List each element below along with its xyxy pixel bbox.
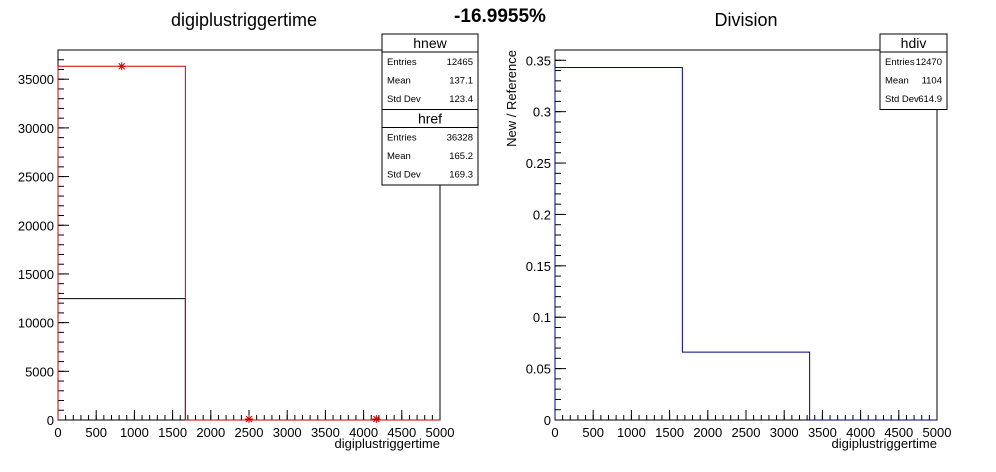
series-hnew <box>57 298 440 421</box>
x-tick-label: 3500 <box>808 425 837 440</box>
panel-title: Division <box>714 10 777 30</box>
x-tick-label: 2500 <box>732 425 761 440</box>
x-tick-label: 4000 <box>349 425 378 440</box>
right-panel: Division 0 500 1000 1500 2000 2500 3000 3500 4000… <box>504 10 951 451</box>
y-tick-label: 35000 <box>18 72 54 87</box>
y-tick-label: 20000 <box>18 218 54 233</box>
x-tick-label: 5000 <box>426 425 455 440</box>
series-hdiv <box>554 66 937 421</box>
y-tick-label: 0.2 <box>533 207 551 222</box>
y-tick-label: 0.1 <box>533 310 551 325</box>
stats-label: Std Dev <box>885 94 919 105</box>
stats-value: 137.1 <box>449 76 473 87</box>
x-tick-label: 1500 <box>158 425 187 440</box>
stats-label: Std Dev <box>387 170 421 181</box>
series-href-marker <box>245 415 253 423</box>
stats-label: Mean <box>885 76 909 87</box>
x-tick-label: 2000 <box>196 425 225 440</box>
stats-label: Std Dev <box>387 94 421 105</box>
stats-box-title: hnew <box>413 35 447 51</box>
stats-label: Entries <box>885 57 915 68</box>
y-tick-label: 0.35 <box>526 53 551 68</box>
stats-label: Mean <box>387 76 411 87</box>
x-tick-label: 4000 <box>846 425 875 440</box>
x-tick-label: 2000 <box>693 425 722 440</box>
stats-box-title: hdiv <box>901 35 927 51</box>
y-tick-label: 30000 <box>18 121 54 136</box>
y-tick-label: 0.25 <box>526 156 551 171</box>
y-tick-label: 5000 <box>25 364 54 379</box>
y-axis-title: New / Reference <box>504 50 519 147</box>
stats-value: 36328 <box>447 133 473 144</box>
stats-box-hnew: hnew Entries 12465 Mean 137.1 Std Dev 123.4 <box>381 33 479 110</box>
x-tick-label: 1000 <box>120 425 149 440</box>
x-tick-label: 4500 <box>387 425 416 440</box>
left-panel: digiplustriggertime 0 500 1000 1500 2000 2500 3… <box>18 10 479 451</box>
y-tick-label: 25000 <box>18 170 54 185</box>
stats-value: 169.3 <box>449 170 473 181</box>
stats-label: Mean <box>387 151 411 162</box>
ratio-percentage: -16.9955% <box>454 6 546 27</box>
x-tick-label: 500 <box>582 425 604 440</box>
x-tick-label: 4500 <box>884 425 913 440</box>
x-tick-label: 5000 <box>923 425 952 440</box>
stats-label: Entries <box>387 57 417 68</box>
stats-value: 123.4 <box>449 94 473 105</box>
stats-value: 12465 <box>447 57 473 68</box>
y-tick-label: 0 <box>544 413 551 428</box>
stats-value: 12470 <box>916 57 942 68</box>
x-tick-label: 0 <box>551 425 558 440</box>
y-tick-label: 0.15 <box>526 259 551 274</box>
x-tick-label: 3500 <box>311 425 340 440</box>
x-axis-title: digiplustriggertime <box>832 436 938 451</box>
x-axis-title: digiplustriggertime <box>335 436 441 451</box>
x-tick-label: 500 <box>85 425 107 440</box>
stats-value: 165.2 <box>449 151 473 162</box>
x-tick-label: 1500 <box>655 425 684 440</box>
series-href <box>57 65 440 421</box>
y-tick-label: 15000 <box>18 267 54 282</box>
y-tick-label: 10000 <box>18 316 54 331</box>
y-tick-label: 0.05 <box>526 362 551 377</box>
stats-box-title: href <box>418 111 442 127</box>
series-href-marker <box>117 62 126 71</box>
stats-value: 1104 <box>922 76 942 87</box>
stats-label: Entries <box>387 133 417 144</box>
stats-value: 614.9 <box>918 94 942 105</box>
x-tick-label: 3000 <box>770 425 799 440</box>
x-tick-label: 0 <box>54 425 61 440</box>
x-tick-label: 2500 <box>235 425 264 440</box>
x-tick-label: 3000 <box>273 425 302 440</box>
panel-title: digiplustriggertime <box>171 10 317 30</box>
y-tick-label: 0.3 <box>533 105 551 120</box>
series-href-marker <box>372 415 381 423</box>
x-tick-label: 1000 <box>617 425 646 440</box>
y-tick-label: 0 <box>47 413 54 428</box>
